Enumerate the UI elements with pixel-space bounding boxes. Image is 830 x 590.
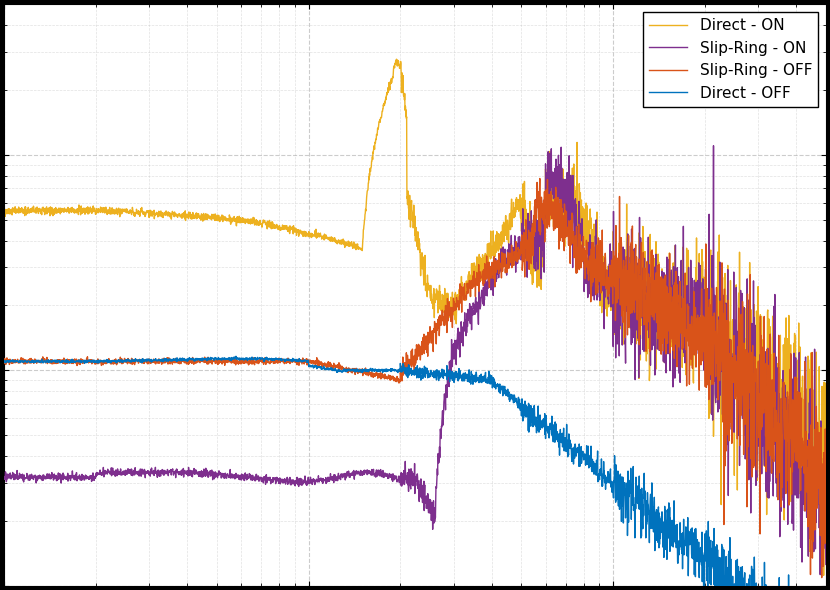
Legend: Direct - ON, Slip-Ring - ON, Slip-Ring - OFF, Direct - OFF: Direct - ON, Slip-Ring - ON, Slip-Ring -… — [643, 12, 818, 107]
Line: Slip-Ring - OFF: Slip-Ring - OFF — [4, 179, 826, 578]
Slip-Ring - ON — [315, 478, 325, 486]
Slip-Ring - OFF — [821, 538, 830, 545]
Direct - OFF — [0, 358, 9, 365]
Slip-Ring - OFF — [0, 356, 9, 363]
Slip-Ring - OFF — [535, 175, 544, 182]
Slip-Ring - OFF — [142, 359, 152, 366]
Direct - ON — [142, 208, 152, 215]
Direct - OFF — [350, 368, 360, 375]
Slip-Ring - ON — [350, 471, 360, 478]
Slip-Ring - ON — [93, 470, 103, 477]
Direct - ON — [716, 333, 726, 340]
Direct - OFF — [231, 353, 241, 360]
Direct - ON — [350, 245, 360, 252]
Slip-Ring - OFF — [350, 365, 360, 372]
Slip-Ring - ON — [0, 473, 9, 480]
Slip-Ring - ON — [815, 571, 825, 578]
Direct - OFF — [315, 363, 325, 370]
Direct - ON — [805, 434, 815, 441]
Slip-Ring - ON — [805, 448, 815, 455]
Direct - OFF — [142, 358, 152, 365]
Direct - ON — [93, 206, 103, 213]
Slip-Ring - OFF — [315, 360, 325, 368]
Slip-Ring - ON — [821, 561, 830, 568]
Direct - OFF — [93, 358, 103, 365]
Slip-Ring - OFF — [716, 352, 726, 359]
Slip-Ring - OFF — [93, 355, 103, 362]
Slip-Ring - OFF — [805, 522, 815, 529]
Direct - ON — [818, 572, 828, 579]
Direct - OFF — [716, 586, 726, 590]
Line: Slip-Ring - ON: Slip-Ring - ON — [4, 146, 826, 575]
Slip-Ring - ON — [709, 142, 719, 149]
Slip-Ring - OFF — [817, 574, 827, 581]
Slip-Ring - ON — [716, 368, 726, 375]
Direct - ON — [821, 442, 830, 450]
Slip-Ring - ON — [142, 470, 152, 477]
Direct - ON — [0, 207, 9, 214]
Direct - ON — [392, 55, 402, 63]
Direct - ON — [315, 234, 325, 241]
Line: Direct - ON: Direct - ON — [4, 59, 826, 575]
Line: Direct - OFF: Direct - OFF — [4, 356, 826, 590]
